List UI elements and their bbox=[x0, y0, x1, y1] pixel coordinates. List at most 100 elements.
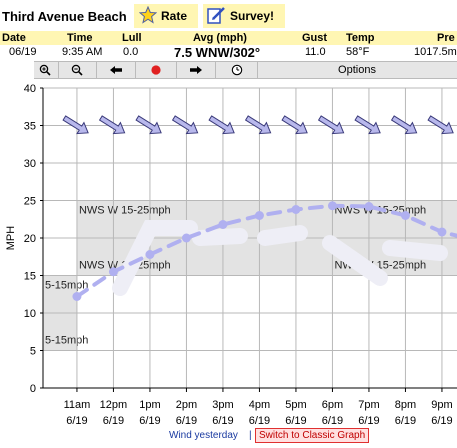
y-tick-label: 35 bbox=[24, 121, 36, 133]
chart-axes: 0 5 10 15 20 25 30 35 40 MPH 11am 6/19 12pm 6/19 1pm 6/… bbox=[5, 83, 457, 427]
x-tick-time-label: 9pm bbox=[431, 399, 452, 411]
wind-data-point bbox=[364, 202, 374, 211]
y-tick-label: 15 bbox=[24, 271, 36, 283]
x-tick-date-label: 6/19 bbox=[431, 415, 452, 427]
watermark bbox=[112, 220, 448, 296]
x-tick-time-label: 8pm bbox=[395, 399, 416, 411]
current-gust: 11.0 bbox=[305, 46, 326, 58]
current-lull: 0.0 bbox=[123, 46, 139, 58]
back-button[interactable] bbox=[97, 62, 136, 78]
direction-arrow bbox=[171, 115, 199, 135]
current-pressure: 1017.5m bbox=[414, 46, 457, 58]
forecast-band-label: NWS W 15-25mph bbox=[79, 205, 171, 217]
x-tick-time-label: 6pm bbox=[322, 399, 343, 411]
wind-data-point bbox=[254, 211, 264, 220]
direction-arrow bbox=[62, 115, 89, 135]
survey-button[interactable]: Survey! bbox=[203, 4, 285, 28]
direction-arrow-shape bbox=[135, 115, 162, 135]
y-tick-label: 20 bbox=[24, 233, 36, 245]
current-time: 9:35 AM bbox=[62, 46, 103, 58]
direction-arrow bbox=[354, 115, 381, 135]
direction-arrow bbox=[427, 115, 454, 135]
wind-data-point bbox=[72, 292, 82, 301]
y-tick-label: 40 bbox=[24, 83, 36, 95]
x-tick-date-label: 6/19 bbox=[103, 415, 124, 427]
temp-column-label: Temp bbox=[346, 32, 375, 44]
wind-series bbox=[72, 201, 457, 301]
wind-data-point bbox=[400, 211, 410, 220]
x-tick-date-label: 6/19 bbox=[139, 415, 160, 427]
x-tick-date-label: 6/19 bbox=[249, 415, 270, 427]
x-tick-time-label: 3pm bbox=[212, 399, 233, 411]
current-avg: 7.5 WNW/302° bbox=[174, 45, 261, 60]
direction-arrow-shape bbox=[208, 115, 235, 135]
survey-label: Survey! bbox=[230, 9, 275, 23]
chart-grid bbox=[43, 87, 457, 389]
y-tick-label: 10 bbox=[24, 308, 36, 320]
direction-arrows bbox=[62, 115, 454, 135]
x-tick-time-label: 11am bbox=[64, 399, 91, 411]
zoom-out-icon bbox=[71, 64, 83, 76]
wind-data-point bbox=[291, 205, 301, 214]
x-tick-date-label: 6/19 bbox=[358, 415, 379, 427]
wind-data-point bbox=[327, 201, 337, 211]
x-tick-date-label: 6/19 bbox=[322, 415, 343, 427]
back-arrow-icon bbox=[110, 66, 122, 74]
x-tick-date-label: 6/19 bbox=[395, 415, 416, 427]
wind-data-point bbox=[218, 220, 228, 229]
wind-series-line bbox=[74, 203, 457, 299]
forecast-band-label: 5-15mph bbox=[45, 335, 88, 347]
y-tick-label: 5 bbox=[30, 346, 36, 358]
gust-column-label: Gust bbox=[302, 32, 328, 44]
footer-links: Wind yesterday | Switch to Classic Graph bbox=[0, 428, 457, 444]
avg-column-label: Avg (mph) bbox=[193, 32, 247, 44]
x-tick-date-label: 6/19 bbox=[285, 415, 306, 427]
forward-arrow-icon bbox=[190, 66, 202, 74]
watermark-mark bbox=[112, 220, 448, 296]
direction-arrow-shape bbox=[427, 115, 454, 135]
direction-arrow bbox=[135, 115, 162, 135]
y-tick-label: 30 bbox=[24, 158, 36, 170]
x-tick-time-label: 7pm bbox=[358, 399, 379, 411]
direction-arrow bbox=[317, 115, 345, 135]
direction-arrow bbox=[98, 115, 126, 135]
x-tick-time-label: 1pm bbox=[139, 399, 160, 411]
current-values-row: 06/19 9:35 AM 0.0 7.5 WNW/302° 11.0 58°F… bbox=[0, 45, 457, 60]
pressure-column-label: Pre bbox=[437, 32, 455, 44]
switch-classic-graph-button[interactable]: Switch to Classic Graph bbox=[255, 428, 370, 443]
page-title: Third Avenue Beach bbox=[2, 9, 127, 24]
header-bar: Third Avenue Beach Rate Survey! bbox=[0, 0, 457, 30]
link-separator: | bbox=[249, 430, 252, 441]
direction-arrow-shape bbox=[244, 115, 272, 135]
wind-data-point bbox=[145, 250, 155, 259]
current-date: 06/19 bbox=[9, 46, 37, 58]
wind-yesterday-link[interactable]: Wind yesterday bbox=[169, 430, 238, 441]
column-header-row: Date Time Lull Avg (mph) Gust Temp Pre bbox=[0, 31, 457, 45]
rate-button[interactable]: Rate bbox=[134, 4, 198, 28]
forecast-band-label: 5-15mph bbox=[45, 280, 88, 292]
forward-button[interactable] bbox=[177, 62, 216, 78]
direction-arrow-shape bbox=[281, 115, 308, 135]
options-button[interactable]: Options bbox=[338, 64, 376, 76]
x-tick-time-label: 2pm bbox=[176, 399, 197, 411]
y-axis-label: MPH bbox=[5, 226, 17, 251]
y-tick-label: 25 bbox=[24, 196, 36, 208]
y-tick-label: 0 bbox=[30, 383, 36, 395]
x-tick-time-label: 5pm bbox=[285, 399, 306, 411]
direction-arrow-shape bbox=[390, 115, 418, 135]
direction-arrow bbox=[244, 115, 272, 135]
date-column-label: Date bbox=[2, 32, 26, 44]
record-button[interactable] bbox=[136, 62, 177, 78]
direction-arrow bbox=[390, 115, 418, 135]
x-tick-date-label: 6/19 bbox=[212, 415, 233, 427]
x-tick-date-label: 6/19 bbox=[66, 415, 87, 427]
x-tick-time-label: 12pm bbox=[100, 399, 128, 411]
direction-arrow bbox=[208, 115, 235, 135]
time-button[interactable] bbox=[216, 62, 258, 78]
zoom-in-button[interactable] bbox=[34, 62, 59, 78]
record-icon bbox=[151, 65, 161, 75]
graph-toolbar: Options bbox=[34, 61, 457, 79]
zoom-out-button[interactable] bbox=[59, 62, 97, 78]
wind-data-point bbox=[437, 227, 447, 237]
